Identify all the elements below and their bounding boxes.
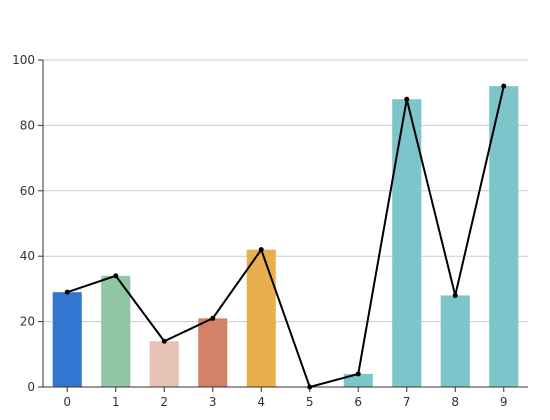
bar-4	[246, 249, 276, 387]
bar-8	[440, 295, 470, 387]
line-point-7	[404, 96, 410, 102]
line-point-8	[452, 292, 458, 298]
line-path	[66, 85, 505, 389]
line-point-4	[258, 247, 264, 253]
bar-2	[149, 341, 179, 387]
line-series	[64, 83, 507, 390]
line-point-1	[113, 273, 119, 279]
bar-1	[101, 275, 131, 387]
line-point-5	[307, 384, 313, 390]
bar-7	[392, 99, 422, 388]
x-tick-label: 1	[112, 395, 120, 409]
y-tick-label: 100	[12, 53, 35, 67]
line-point-6	[355, 371, 361, 377]
y-tick-label: 60	[20, 184, 35, 198]
x-tick-label: 7	[403, 395, 411, 409]
bars	[52, 86, 519, 388]
x-tick-label: 8	[451, 395, 459, 409]
bar-0	[52, 292, 82, 387]
x-tick-label: 9	[500, 395, 508, 409]
line-point-9	[501, 83, 507, 89]
y-tick-label: 80	[20, 118, 35, 132]
line-point-2	[161, 338, 167, 344]
line-point-0	[64, 289, 70, 295]
x-tick-label: 4	[257, 395, 265, 409]
x-tick-label: 0	[63, 395, 71, 409]
bar-3	[198, 318, 228, 387]
y-tick-label: 40	[20, 249, 35, 263]
bar-9	[489, 86, 519, 387]
x-tick-label: 3	[209, 395, 217, 409]
axes	[42, 60, 528, 388]
x-tick-label: 2	[160, 395, 168, 409]
line-point-3	[210, 315, 216, 321]
x-axis-ticks: 0 1 2 3 4 5 6 7 8 9	[63, 387, 508, 409]
y-tick-label: 0	[27, 380, 35, 394]
bar-6	[343, 373, 373, 387]
x-tick-label: 6	[354, 395, 362, 409]
x-tick-label: 5	[306, 395, 314, 409]
y-tick-label: 20	[20, 315, 35, 329]
y-axis-ticks: 0 20 40 60 80 100	[12, 53, 43, 394]
